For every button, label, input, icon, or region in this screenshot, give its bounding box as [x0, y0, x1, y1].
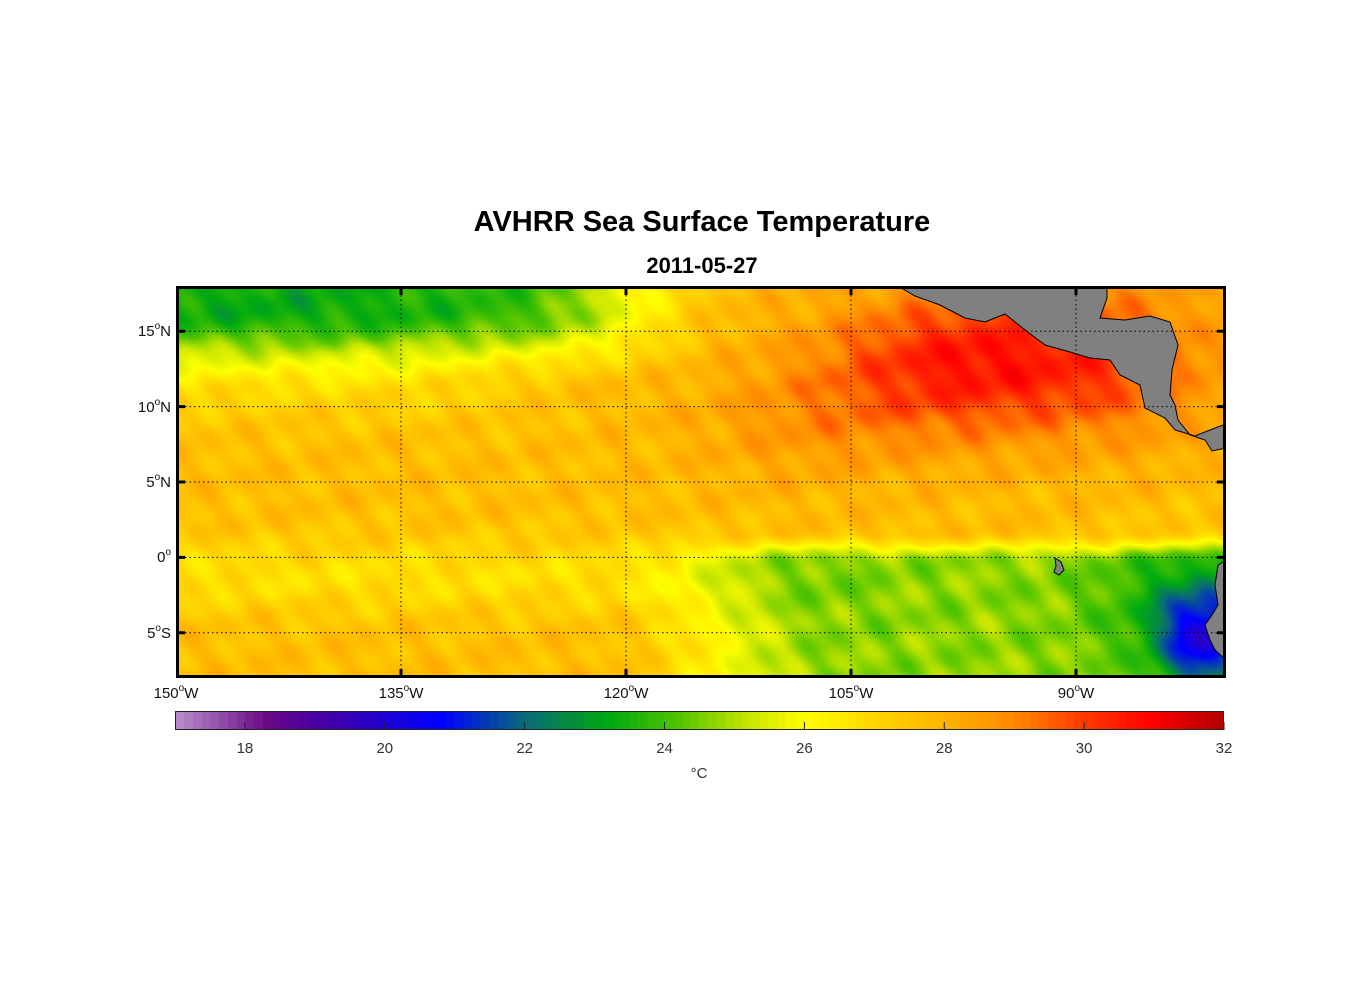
sst-map — [176, 286, 1226, 678]
tick-number: 5 — [146, 474, 155, 491]
colorbar-tick-label: 32 — [1215, 740, 1233, 757]
sst-heatmap — [176, 286, 1226, 678]
lat-tick-label: 15oN — [137, 321, 171, 341]
lat-tick-label: 0o — [157, 547, 171, 567]
colorbar-ticks — [244, 722, 1225, 730]
hemisphere: N — [160, 323, 171, 341]
tick-number: 0 — [157, 549, 166, 567]
land-central-america — [897, 286, 1226, 452]
chart-title: AVHRR Sea Surface Temperature — [473, 206, 931, 238]
chart-subtitle: 2011-05-27 — [646, 253, 758, 278]
tick-number: 10 — [137, 398, 155, 416]
hemisphere: W — [184, 685, 199, 702]
land-south-america — [1204, 559, 1226, 661]
degree-symbol: o — [1074, 683, 1081, 694]
lat-tick-label: 5oS — [147, 622, 171, 642]
degree-symbol: o — [154, 472, 161, 483]
degree-symbol: o — [628, 683, 635, 694]
hemisphere: N — [160, 398, 171, 416]
hemisphere: W — [634, 685, 649, 702]
colorbar-tick-label: 26 — [796, 740, 813, 757]
degree-symbol: o — [154, 396, 161, 408]
degree-symbol: o — [403, 683, 410, 694]
degree-symbol: o — [154, 321, 161, 333]
degree-symbol: o — [178, 683, 185, 694]
colorbar-tick-label: 28 — [935, 740, 953, 757]
tick-number: 120 — [603, 685, 629, 702]
colorbar — [175, 711, 1224, 730]
colorbar-tick-label: 24 — [656, 740, 673, 757]
tick-number: 5 — [147, 624, 156, 642]
colorbar-tick-label: 18 — [236, 740, 254, 757]
land-galapagos — [1053, 556, 1065, 576]
tick-number: 135 — [378, 685, 404, 702]
colorbar-tick-label: 30 — [1075, 740, 1093, 757]
hemisphere: W — [409, 685, 424, 702]
colorbar-tick-label: 22 — [516, 740, 533, 757]
hemisphere: S — [160, 624, 171, 642]
hemisphere: W — [1080, 685, 1095, 702]
map-frame — [176, 286, 1226, 678]
tick-number: 105 — [828, 685, 854, 702]
degree-symbol: o — [853, 683, 860, 694]
lon-tick-label: 105oW — [828, 683, 874, 702]
tick-number: 150 — [153, 685, 179, 702]
lon-tick-label: 90oW — [1057, 683, 1095, 702]
lon-tick-label: 135oW — [378, 683, 424, 702]
colorbar-tick-label: 20 — [376, 740, 394, 757]
lat-tick-label: 10oN — [137, 396, 171, 416]
tick-number: 90 — [1057, 685, 1075, 702]
colorbar-unit: °C — [690, 765, 708, 782]
tick-number: 15 — [137, 323, 155, 341]
hemisphere: W — [859, 685, 874, 702]
map-overlay — [176, 286, 1226, 678]
hemisphere: N — [160, 474, 171, 491]
lon-tick-label: 120oW — [603, 683, 649, 702]
degree-symbol: o — [155, 622, 161, 634]
lon-tick-label: 150oW — [153, 683, 199, 702]
degree-symbol: o — [165, 547, 171, 559]
lat-tick-label: 5oN — [146, 472, 171, 491]
